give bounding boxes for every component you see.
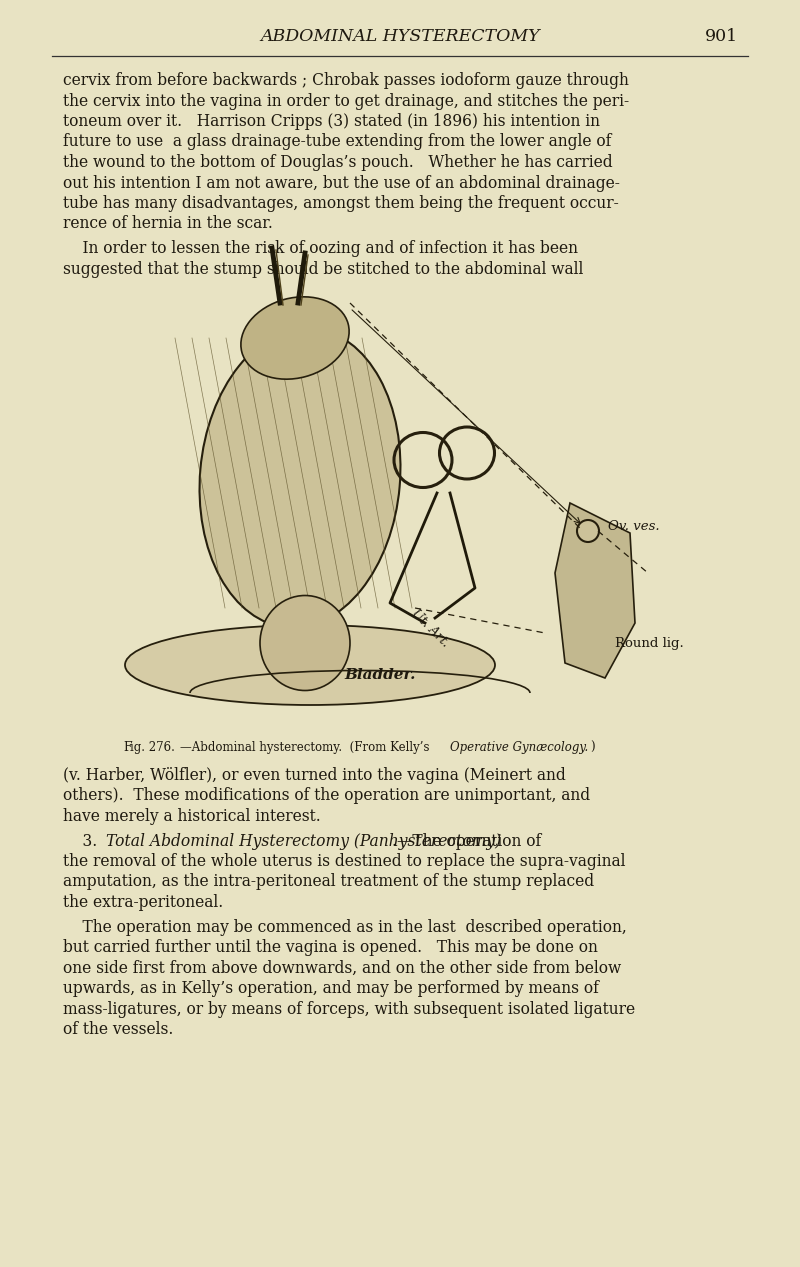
Text: out his intention I am not aware, but the use of an abdominal drainage-: out his intention I am not aware, but th…: [63, 175, 620, 191]
Text: ABDOMINAL HYSTERECTOMY: ABDOMINAL HYSTERECTOMY: [260, 28, 540, 46]
Text: The operation may be commenced as in the last  described operation,: The operation may be commenced as in the…: [63, 919, 626, 935]
Polygon shape: [555, 503, 635, 678]
Text: suggested that the stump should be stitched to the abdominal wall: suggested that the stump should be stitc…: [63, 261, 583, 277]
Ellipse shape: [260, 595, 350, 691]
Ellipse shape: [577, 519, 599, 542]
Text: Round lig.: Round lig.: [615, 636, 684, 650]
Text: Bladder.: Bladder.: [344, 668, 416, 682]
Ellipse shape: [199, 328, 401, 627]
Text: but carried further until the vagina is opened.   This may be done on: but carried further until the vagina is …: [63, 939, 598, 957]
Text: tube has many disadvantages, amongst them being the frequent occur-: tube has many disadvantages, amongst the…: [63, 195, 618, 212]
Text: Total Abdominal Hysterectomy (Panhysterectomy): Total Abdominal Hysterectomy (Panhystere…: [106, 832, 502, 849]
Text: the wound to the bottom of Douglas’s pouch.   Whether he has carried: the wound to the bottom of Douglas’s pou…: [63, 155, 613, 171]
Text: Ut. Art.: Ut. Art.: [409, 607, 451, 650]
Text: Ov. ves.: Ov. ves.: [608, 519, 660, 532]
Text: future to use  a glass drainage-tube extending from the lower angle of: future to use a glass drainage-tube exte…: [63, 133, 611, 151]
Text: rence of hernia in the scar.: rence of hernia in the scar.: [63, 215, 273, 233]
Text: amputation, as the intra-peritoneal treatment of the stump replaced: amputation, as the intra-peritoneal trea…: [63, 873, 594, 891]
Text: ig. 276.: ig. 276.: [130, 741, 175, 754]
Text: In order to lessen the risk of oozing and of infection it has been: In order to lessen the risk of oozing an…: [63, 239, 578, 257]
Text: have merely a historical interest.: have merely a historical interest.: [63, 808, 321, 825]
Text: Operative Gynæcology.: Operative Gynæcology.: [450, 741, 588, 754]
Text: mass-ligatures, or by means of forceps, with subsequent isolated ligature: mass-ligatures, or by means of forceps, …: [63, 1001, 635, 1017]
Text: the cervix into the vagina in order to get drainage, and stitches the peri-: the cervix into the vagina in order to g…: [63, 92, 629, 109]
Ellipse shape: [241, 296, 349, 379]
Text: the removal of the whole uterus is destined to replace the supra-vaginal: the removal of the whole uterus is desti…: [63, 853, 626, 870]
Text: the extra-peritoneal.: the extra-peritoneal.: [63, 895, 223, 911]
Text: —Abdominal hysterectomy.  (From Kelly’s: —Abdominal hysterectomy. (From Kelly’s: [180, 741, 434, 754]
Text: cervix from before backwards ; Chrobak passes iodoform gauze through: cervix from before backwards ; Chrobak p…: [63, 72, 629, 89]
Text: others).  These modifications of the operation are unimportant, and: others). These modifications of the oper…: [63, 788, 590, 805]
Text: 901: 901: [705, 28, 738, 46]
Text: of the vessels.: of the vessels.: [63, 1021, 174, 1038]
Text: toneum over it.   Harrison Cripps (3) stated (in 1896) his intention in: toneum over it. Harrison Cripps (3) stat…: [63, 113, 600, 131]
Text: ): ): [590, 741, 594, 754]
Text: upwards, as in Kelly’s operation, and may be performed by means of: upwards, as in Kelly’s operation, and ma…: [63, 979, 599, 997]
Text: one side first from above downwards, and on the other side from below: one side first from above downwards, and…: [63, 959, 622, 977]
Text: F: F: [123, 741, 131, 754]
Ellipse shape: [125, 625, 495, 704]
Text: (v. Harber, Wölfler), or even turned into the vagina (Meinert and: (v. Harber, Wölfler), or even turned int…: [63, 767, 566, 784]
Text: .—The operation of: .—The operation of: [392, 832, 541, 849]
Text: 3.: 3.: [63, 832, 102, 849]
